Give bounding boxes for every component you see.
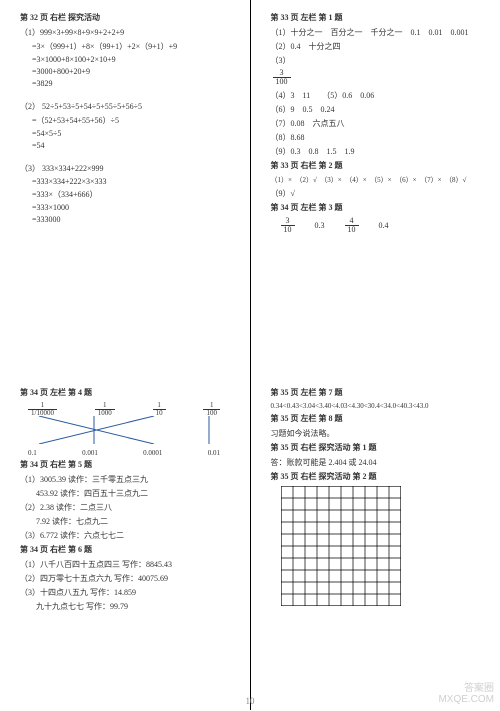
- watermark-line2: MXQE.COM: [438, 694, 494, 705]
- eq: =333×334+222×3×333: [20, 177, 236, 186]
- decimal: 0.3: [315, 221, 325, 230]
- ans: 0.34<0.43<3.04<3.40<4.03<4.30<30.4<34.0<…: [271, 402, 487, 410]
- watermark-line1: 答案圈: [438, 683, 494, 694]
- eq: =（52+53+54+55+56）÷5: [20, 115, 236, 126]
- match-bottom-row: 0.1 0.001 0.0001 0.01: [24, 449, 224, 457]
- match-top-row: 11/10000 11000 110 1100: [24, 402, 224, 417]
- ans: （9）0.3 0.8 1.5 1.9: [271, 146, 487, 157]
- ans: （2）四万零七十五点六九 写作：40075.69: [20, 573, 236, 584]
- ans: （3）: [271, 55, 487, 66]
- eq: =54: [20, 141, 236, 150]
- ten-by-ten-grid: [281, 486, 401, 606]
- page-2: 第 34 页 左栏 第 4 题 11/10000 11000 110 1100 …: [0, 355, 500, 710]
- heading: 第 33 页 左栏 第 1 题: [271, 12, 487, 23]
- p1-left-column: 第 32 页 右栏 探究活动 （1）999×3+99×8+9×9+2+2+9 =…: [0, 0, 251, 355]
- ans: （9）√: [271, 188, 487, 199]
- ans: （6）9 0.5 0.24: [271, 104, 487, 115]
- match-label: 11000: [95, 402, 115, 417]
- eq: =3×（999+1）+8×（99+1）+2×（9+1）+9: [20, 41, 236, 52]
- fraction-row: 3 10 0.3 4 10 0.4: [281, 217, 487, 234]
- eq: =54×5÷5: [20, 129, 236, 138]
- match-label: 1100: [203, 402, 220, 417]
- heading: 第 32 页 右栏 探究活动: [20, 12, 236, 23]
- eq: =333×1000: [20, 203, 236, 212]
- ans: （3）十四点八五九 写作：14.859: [20, 587, 236, 598]
- ans: （1）八千八百四十五点四三 写作：8845.43: [20, 559, 236, 570]
- p2-right-column: 第 35 页 左栏 第 7 题 0.34<0.43<3.04<3.40<4.03…: [251, 355, 500, 710]
- match-label: 0.0001: [143, 449, 162, 457]
- eq: （1）999×3+99×8+9×9+2+2+9: [20, 27, 236, 38]
- matching-diagram: 11/10000 11000 110 1100 0.1 0.001 0.0001…: [24, 402, 224, 457]
- ans: 453.92 读作：四百五十三点九二: [20, 488, 236, 499]
- eq: （3） 333×334+222×999: [20, 163, 236, 174]
- decimal: 0.4: [379, 221, 389, 230]
- ans: （1）十分之一 百分之一 千分之一 0.1 0.01 0.001: [271, 27, 487, 38]
- match-label: 110: [153, 402, 166, 417]
- heading: 第 34 页 右栏 第 6 题: [20, 544, 236, 555]
- match-label: 0.001: [82, 449, 98, 457]
- ans: （4）3 11 （5）0.6 0.06: [271, 90, 487, 101]
- heading: 第 34 页 左栏 第 4 题: [20, 387, 236, 398]
- eq: =3×1000+8×100+2×10+9: [20, 55, 236, 64]
- match-lines: [24, 416, 224, 444]
- eq: =333×（334+666）: [20, 189, 236, 200]
- p1-right-column: 第 33 页 左栏 第 1 题 （1）十分之一 百分之一 千分之一 0.1 0.…: [251, 0, 500, 355]
- eq: =3000+800+20+9: [20, 67, 236, 76]
- eq: =333000: [20, 215, 236, 224]
- ans: （1）× （2）√ （3）× （4）× （5）× （6）× （7）× （8）√: [271, 175, 487, 185]
- heading: 第 35 页 左栏 第 8 题: [271, 413, 487, 424]
- fraction: 3 100: [273, 69, 487, 86]
- ans: 答：账款可能是 2.404 或 24.04: [271, 457, 487, 468]
- ans: （2）0.4 十分之四: [271, 41, 487, 52]
- eq: =3829: [20, 79, 236, 88]
- ans: 7.92 读作：七点九二: [20, 516, 236, 527]
- fraction-3-100: 3 100: [273, 69, 291, 86]
- ans: （2）2.38 读作：二点三八: [20, 502, 236, 513]
- match-label: 11/10000: [28, 402, 57, 417]
- ans: （7）0.08 六点五八: [271, 118, 487, 129]
- heading: 第 33 页 右栏 第 2 题: [271, 160, 487, 171]
- p2-left-column: 第 34 页 左栏 第 4 题 11/10000 11000 110 1100 …: [0, 355, 251, 710]
- heading: 第 35 页 右栏 探究活动 第 1 题: [271, 442, 487, 453]
- heading: 第 35 页 右栏 探究活动 第 2 题: [271, 471, 487, 482]
- heading: 第 35 页 左栏 第 7 题: [271, 387, 487, 398]
- watermark: 答案圈 MXQE.COM: [438, 683, 494, 705]
- match-label: 0.1: [28, 449, 37, 457]
- page-number: 10: [246, 696, 255, 706]
- ans: （3）6.772 读作：六点七七二: [20, 530, 236, 541]
- heading: 第 34 页 左栏 第 3 题: [271, 202, 487, 213]
- heading: 第 34 页 右栏 第 5 题: [20, 459, 236, 470]
- fraction: 4 10: [345, 217, 359, 234]
- ans: 九十九点七七 写作：99.79: [20, 601, 236, 612]
- ans: 习题如今说法略。: [271, 428, 487, 439]
- match-label: 0.01: [208, 449, 220, 457]
- ans: （1）3005.39 读作：三千零五点三九: [20, 474, 236, 485]
- ans: （8）8.68: [271, 132, 487, 143]
- page-1: 第 32 页 右栏 探究活动 （1）999×3+99×8+9×9+2+2+9 =…: [0, 0, 500, 355]
- fraction: 3 10: [281, 217, 295, 234]
- eq: （2） 52÷5+53÷5+54÷5+55÷5+56÷5: [20, 101, 236, 112]
